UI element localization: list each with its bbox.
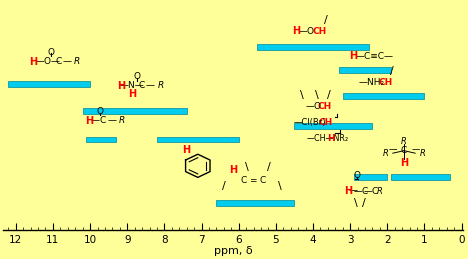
Text: —: —: [146, 81, 155, 90]
Text: C: C: [139, 81, 145, 90]
Text: CH: CH: [312, 27, 326, 36]
Bar: [257, 44, 369, 50]
X-axis label: ppm, δ: ppm, δ: [214, 246, 252, 256]
Text: \: \: [245, 162, 249, 172]
Text: C: C: [401, 146, 407, 155]
Text: R: R: [401, 137, 407, 146]
Text: H: H: [400, 158, 408, 168]
Text: C: C: [100, 116, 106, 125]
Text: H: H: [117, 81, 126, 91]
Text: —O—: —O—: [36, 57, 61, 66]
Text: \: \: [354, 198, 358, 208]
Bar: [339, 67, 391, 73]
Bar: [8, 81, 90, 87]
Text: R: R: [118, 116, 125, 125]
Text: —O: —O: [306, 102, 322, 111]
Bar: [87, 136, 116, 142]
Text: /: /: [362, 198, 366, 208]
Text: O: O: [48, 48, 55, 57]
Text: —NH₂: —NH₂: [358, 78, 385, 87]
Text: H: H: [229, 165, 237, 175]
Bar: [294, 123, 373, 129]
Text: CH: CH: [318, 118, 332, 127]
Text: —CH—NR₂: —CH—NR₂: [307, 134, 349, 143]
Text: C: C: [55, 57, 62, 66]
Text: —Cl(Br): —Cl(Br): [294, 118, 326, 127]
Text: —C: —C: [364, 186, 379, 196]
Bar: [343, 93, 424, 99]
Text: /: /: [327, 90, 330, 100]
Bar: [157, 136, 239, 142]
Text: O: O: [133, 72, 140, 81]
Text: —: —: [90, 116, 99, 125]
Text: H: H: [328, 134, 335, 143]
Text: /: /: [222, 181, 226, 191]
Text: /: /: [324, 15, 328, 25]
Text: CH: CH: [318, 102, 332, 111]
Text: R: R: [420, 149, 425, 158]
Text: —C≡C—: —C≡C—: [355, 52, 393, 61]
Text: —O: —O: [298, 27, 314, 36]
Text: /: /: [267, 162, 271, 172]
Text: \: \: [278, 181, 282, 191]
Text: CH: CH: [378, 78, 393, 87]
Text: —C: —C: [354, 186, 369, 196]
Text: H: H: [344, 186, 352, 196]
Text: /: /: [390, 66, 394, 76]
Text: —N—: —N—: [120, 81, 145, 90]
Text: R: R: [74, 57, 80, 66]
Text: —: —: [388, 146, 397, 155]
Text: H: H: [85, 116, 94, 126]
Text: —: —: [412, 146, 420, 155]
Text: H: H: [292, 26, 300, 36]
Text: H: H: [349, 52, 357, 61]
Text: H: H: [29, 57, 38, 67]
Text: C: C: [260, 176, 266, 185]
Text: —: —: [63, 57, 72, 66]
Text: H: H: [183, 145, 191, 155]
Text: O: O: [353, 171, 360, 180]
Text: \: \: [300, 90, 304, 100]
Bar: [216, 200, 294, 206]
Text: R: R: [382, 149, 388, 158]
Text: R: R: [377, 186, 383, 196]
Text: —: —: [349, 186, 358, 196]
Text: \: \: [315, 90, 319, 100]
Bar: [83, 108, 187, 114]
Text: H: H: [128, 89, 136, 99]
Text: C: C: [240, 176, 246, 185]
Bar: [391, 174, 450, 180]
Text: O: O: [97, 107, 104, 116]
Text: R: R: [158, 81, 164, 90]
Text: =: =: [249, 176, 256, 185]
Bar: [354, 174, 388, 180]
Text: —: —: [107, 116, 116, 125]
